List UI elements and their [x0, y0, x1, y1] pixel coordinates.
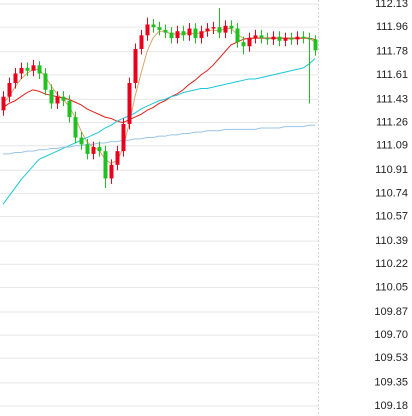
candle-body: [13, 73, 18, 84]
candle-body: [223, 25, 228, 33]
candle-body: [235, 28, 240, 43]
y-tick-label: 111.09: [376, 140, 408, 152]
candle-body: [307, 38, 312, 40]
candle-body: [265, 38, 270, 40]
candle-body: [181, 31, 186, 36]
y-tick-label: 110.05: [375, 281, 408, 293]
y-tick-label: 112.13: [375, 0, 408, 10]
candle-body: [67, 100, 72, 118]
candle-body: [91, 147, 96, 154]
candle-body: [277, 36, 282, 41]
candle-body: [313, 39, 318, 51]
candle-body: [241, 42, 246, 47]
candle-body: [31, 65, 36, 71]
moving-average-line: [2, 37, 316, 124]
y-tick-label: 111.61: [376, 69, 408, 81]
candle-body: [133, 48, 138, 84]
candle-body: [109, 164, 114, 179]
y-tick-label: 111.43: [376, 93, 408, 105]
y-tick-label: 109.53: [374, 352, 408, 364]
candle-body: [61, 96, 66, 101]
candle-body: [25, 68, 30, 71]
candle-body: [7, 83, 12, 97]
candle-body: [43, 73, 48, 90]
candle-body: [79, 137, 84, 145]
y-tick-label: 110.91: [375, 164, 408, 176]
candle-body: [199, 31, 204, 39]
candle-body: [19, 68, 24, 74]
candle-body: [289, 38, 294, 40]
candle-body: [175, 31, 180, 39]
candle-body: [187, 28, 192, 36]
candle-body: [301, 36, 306, 39]
candle-body: [37, 65, 42, 74]
y-tick-label: 110.74: [375, 187, 408, 199]
y-tick-label: 109.18: [374, 400, 408, 412]
candle-body: [229, 25, 234, 29]
y-tick-label: 110.57: [375, 210, 408, 222]
candle-body: [1, 96, 6, 111]
candle-body: [97, 147, 102, 152]
y-tick-label: 109.70: [374, 329, 408, 341]
candle-body: [295, 36, 300, 40]
candle-body: [193, 28, 198, 39]
candle-body: [205, 28, 210, 32]
y-tick-label: 110.39: [375, 235, 408, 247]
candle-body: [211, 27, 216, 29]
candle-body: [259, 35, 264, 39]
candle-body: [49, 89, 54, 104]
candle-body: [163, 29, 168, 33]
y-tick-label: 111.96: [376, 21, 408, 33]
candle-body: [247, 38, 252, 47]
candle-body: [271, 36, 276, 40]
moving-average-line: [3, 124, 315, 155]
candle-body: [121, 123, 126, 152]
candle-body: [73, 117, 78, 138]
y-tick-label: 109.35: [374, 377, 408, 389]
candle-body: [103, 151, 108, 179]
candle-body: [157, 27, 162, 30]
candle-body: [85, 144, 90, 154]
candle-body: [151, 24, 156, 28]
candle-body: [217, 27, 222, 33]
candle-body: [283, 38, 288, 41]
candle-body: [145, 24, 150, 36]
moving-average-line: [2, 58, 316, 205]
candle-body: [55, 96, 60, 104]
y-tick-label: 111.78: [376, 46, 408, 58]
candle-body: [139, 35, 144, 49]
y-tick-label: 110.22: [375, 258, 408, 270]
y-tick-label: 109.87: [374, 306, 408, 318]
candle-body: [169, 32, 174, 39]
candle-body: [127, 83, 132, 124]
candle-body: [253, 35, 258, 39]
candle-body: [115, 151, 120, 165]
y-tick-label: 111.26: [376, 116, 408, 128]
